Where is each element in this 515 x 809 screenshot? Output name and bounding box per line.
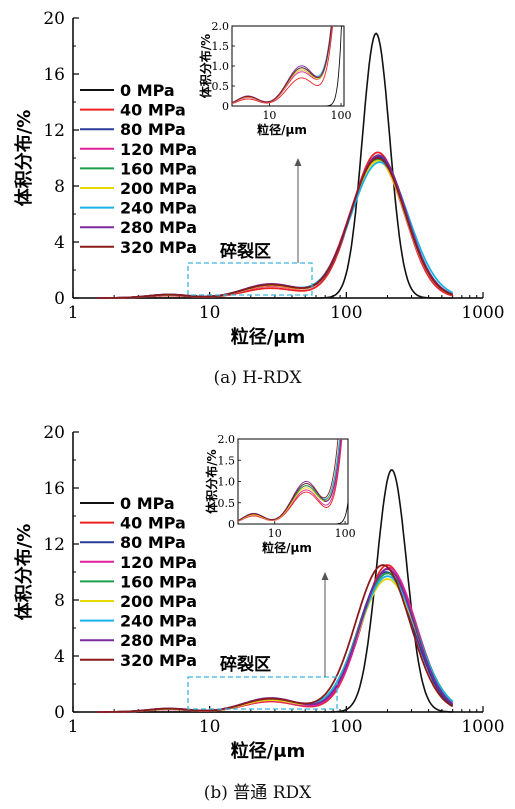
inset-series-line — [238, 439, 341, 522]
legend-label: 200 MPa — [120, 592, 197, 611]
inset-y-tick-label: 0.5 — [218, 497, 236, 510]
series-line-320-MPa — [97, 157, 454, 299]
inset-series-line — [238, 439, 342, 521]
inset-y-tick-label: 2.0 — [218, 433, 236, 446]
fragment-region-box — [187, 676, 338, 710]
legend-label: 280 MPa — [120, 218, 197, 237]
legend-label: 240 MPa — [120, 612, 197, 631]
arrow-head — [294, 158, 302, 166]
x-tick-label: 1 — [68, 717, 79, 737]
y-tick-label: 20 — [43, 9, 65, 29]
inset-y-tick-label: 1.5 — [218, 454, 236, 467]
y-tick-label: 12 — [43, 535, 65, 555]
legend-label: 120 MPa — [120, 553, 197, 572]
inset-y-tick-label: 0.5 — [212, 80, 230, 93]
inset-y-tick-label: 2.0 — [212, 20, 230, 33]
fragment-region-box — [187, 262, 313, 296]
inset-frame — [237, 438, 349, 525]
inset-series-line — [232, 26, 334, 105]
inset-chart: 0 0.5 1.0 1.5 2.0 10 100 粒径/μm 体积分布/% — [198, 20, 352, 137]
y-tick-label: 8 — [54, 591, 65, 611]
inset-x-tick-label: 100 — [335, 527, 356, 540]
legend-label: 320 MPa — [120, 651, 197, 670]
series-line-0-MPa — [97, 469, 453, 713]
x-tick-label: 1 — [68, 303, 79, 323]
legend-label: 160 MPa — [120, 159, 197, 178]
x-tick-label: 100 — [330, 303, 362, 323]
inset-series-line — [238, 439, 343, 522]
y-tick-label: 4 — [54, 233, 65, 253]
inset-y-tick-label: 1.0 — [218, 476, 236, 489]
y-tick-label: 8 — [54, 177, 65, 197]
fragment-region-label: 碎裂区 — [220, 654, 271, 675]
y-tick-label: 0 — [54, 703, 65, 723]
y-tick-label: 16 — [43, 479, 65, 499]
legend-label: 120 MPa — [120, 140, 197, 159]
inset-x-tick-label: 100 — [331, 109, 352, 122]
x-axis-label: 粒径/μm — [231, 326, 306, 348]
x-tick-label: 10 — [199, 303, 221, 323]
legend-label: 80 MPa — [120, 533, 186, 552]
y-tick-label: 0 — [54, 289, 65, 309]
caption-a: (a) H-RDX — [213, 368, 302, 388]
inset-chart: 0 0.5 1.0 1.5 2.0 10 100 粒径/μm 体积分布/% — [204, 433, 356, 555]
inset-x-tick-label: 10 — [268, 527, 282, 540]
caption-b: (b) 普通 RDX — [203, 783, 312, 803]
legend-label: 0 MPa — [120, 494, 175, 513]
x-tick-label: 100 — [330, 717, 362, 737]
y-axis-label: 体积分布/% — [13, 524, 35, 621]
inset-y-label: 体积分布/% — [198, 34, 213, 98]
legend-label: 40 MPa — [120, 514, 186, 533]
legend-label: 240 MPa — [120, 199, 197, 218]
arrow-head — [321, 572, 329, 580]
fragment-region-label: 碎裂区 — [220, 241, 271, 262]
inset-y-tick-label: 0 — [222, 100, 229, 113]
legend-label: 280 MPa — [120, 631, 197, 650]
legend-label: 200 MPa — [120, 179, 197, 198]
x-tick-label: 1000 — [461, 303, 504, 323]
y-tick-label: 16 — [43, 65, 65, 85]
inset-series-line — [232, 26, 332, 104]
inset-y-tick-label: 1.5 — [212, 40, 230, 53]
y-axis-label: 体积分布/% — [13, 110, 35, 207]
series-line-320-MPa — [97, 564, 454, 713]
legend-label: 0 MPa — [120, 81, 175, 100]
inset-x-tick-label: 10 — [262, 109, 276, 122]
legend-label: 40 MPa — [120, 101, 186, 120]
inset-x-label: 粒径/μm — [262, 540, 312, 555]
legend-label: 320 MPa — [120, 238, 197, 257]
inset-x-label: 粒径/μm — [257, 122, 307, 137]
x-tick-label: 1000 — [461, 717, 504, 737]
inset-y-tick-label: 0 — [228, 518, 235, 531]
y-tick-label: 12 — [43, 121, 65, 141]
inset-y-label: 体积分布/% — [204, 449, 219, 513]
inset-series-line — [238, 439, 339, 522]
legend-label: 80 MPa — [120, 120, 186, 139]
inset-y-tick-label: 1.0 — [212, 60, 230, 73]
x-axis-label: 粒径/μm — [231, 740, 306, 762]
legend-label: 160 MPa — [120, 572, 197, 591]
x-tick-label: 10 — [199, 717, 221, 737]
y-tick-label: 4 — [54, 647, 65, 667]
inset-series-line — [238, 439, 342, 522]
inset-series-line — [232, 26, 342, 106]
y-tick-label: 20 — [43, 423, 65, 443]
